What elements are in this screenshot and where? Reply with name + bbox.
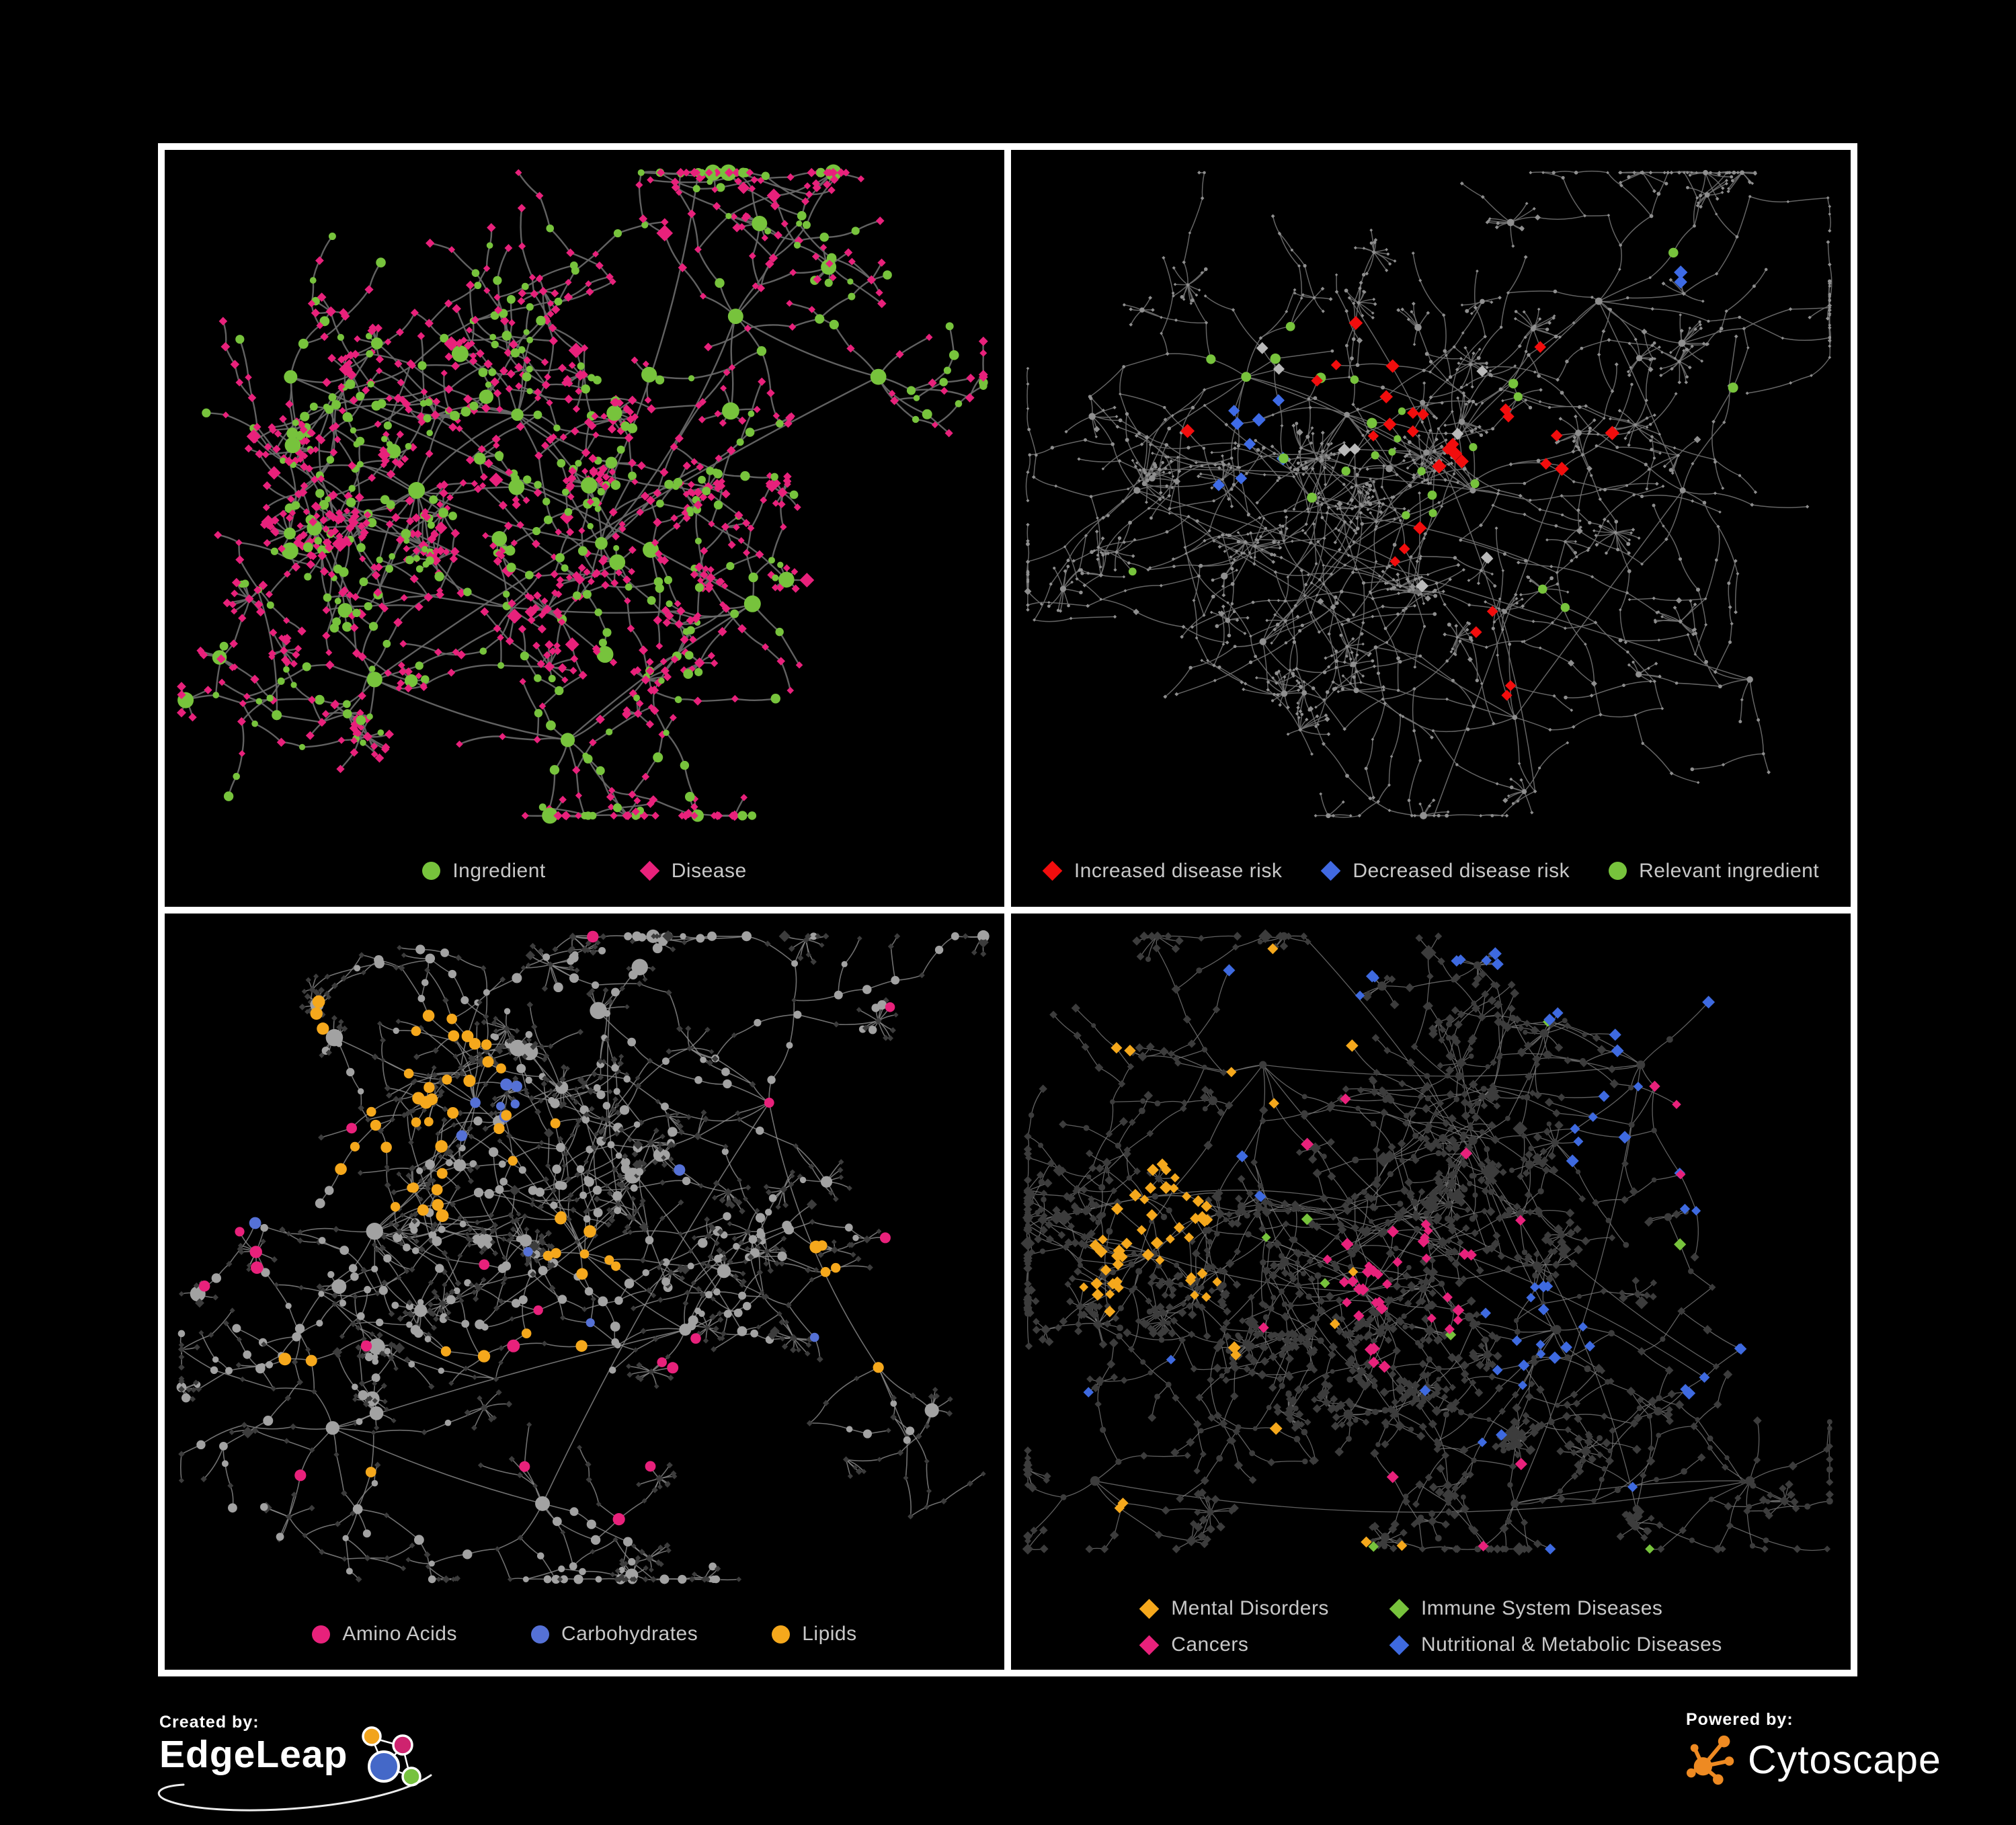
- edgeleap-wordmark: EdgeLeap: [159, 1733, 348, 1776]
- powered-by-label: Powered by:: [1686, 1710, 1793, 1729]
- panel-ingredient-classes: Amino Acids Carbohydrates Lipids: [165, 913, 1004, 1670]
- graph-highlight-nodes: [198, 930, 895, 1525]
- diamond-marker: [1139, 1635, 1160, 1655]
- graph-highlight-nodes: [1079, 942, 1747, 1555]
- legend-item-disease: Disease: [639, 859, 747, 883]
- circle-marker: [772, 1625, 791, 1644]
- legend-item-amino-acids: Amino Acids: [312, 1623, 457, 1646]
- legend-label: Carbohydrates: [561, 1623, 698, 1645]
- legend-label: Disease: [671, 859, 747, 882]
- legend-label: Amino Acids: [342, 1623, 457, 1645]
- circle-marker: [422, 862, 441, 880]
- legend-item-mental-disorders: Mental Disorders: [1139, 1597, 1329, 1620]
- diamond-marker: [639, 860, 660, 881]
- legend-item-immune-system-diseases: Immune System Diseases: [1389, 1597, 1722, 1620]
- disease-category-graph: [1020, 929, 1834, 1555]
- edgeleap-node-blue: [368, 1750, 401, 1783]
- legend-label: Cancers: [1171, 1633, 1249, 1656]
- created-by-label: Created by:: [159, 1713, 259, 1732]
- legend-item-ingredient: Ingredient: [422, 860, 545, 883]
- legend-label: Lipids: [802, 1623, 857, 1645]
- edgeleap-node-orange: [362, 1726, 382, 1746]
- ingredient-class-legend: Amino Acids Carbohydrates Lipids: [165, 1623, 1004, 1646]
- legend-label: Decreased disease risk: [1353, 859, 1570, 882]
- legend-label: Increased disease risk: [1074, 859, 1283, 882]
- graph-base-nodes: [176, 164, 988, 824]
- disease-category-legend: Mental Disorders Immune System Diseases Ca…: [1011, 1597, 1851, 1656]
- graph-base-nodes: [176, 929, 990, 1584]
- edgeleap-logo: EdgeLeap: [157, 1726, 432, 1812]
- diamond-marker: [1320, 860, 1341, 881]
- legend-item-cancers: Cancers: [1139, 1633, 1329, 1656]
- legend-item-relevant-ingredient: Relevant ingredient: [1609, 860, 1819, 883]
- ingredient-disease-legend: Ingredient Disease: [165, 860, 1004, 883]
- edgeleap-node-green: [401, 1767, 422, 1787]
- legend-item-carbohydrates: Carbohydrates: [530, 1623, 698, 1646]
- disease-risk-legend: Increased disease risk Decreased disease …: [1011, 860, 1851, 883]
- edgeleap-node-pink: [392, 1734, 414, 1756]
- edgeleap-network-icon: [362, 1726, 422, 1787]
- panel-disease-categories: Mental Disorders Immune System Diseases Ca…: [1011, 913, 1851, 1670]
- diamond-marker: [1389, 1635, 1410, 1655]
- diamond-marker: [1389, 1598, 1410, 1619]
- graph-edges: [1026, 934, 1830, 1551]
- legend-item-nutritional-metabolic-diseases: Nutritional & Metabolic Diseases: [1389, 1633, 1722, 1656]
- powered-by-block: Powered by: Cytoscape: [1686, 1710, 1941, 1787]
- ingredient-disease-graph: [176, 164, 988, 824]
- circle-marker: [312, 1625, 331, 1644]
- ingredient-class-graph: [176, 929, 990, 1584]
- diamond-marker: [1042, 860, 1063, 881]
- legend-label: Ingredient: [452, 859, 546, 882]
- legend-label: Mental Disorders: [1171, 1597, 1329, 1619]
- circle-marker: [1609, 862, 1627, 880]
- legend-label: Immune System Diseases: [1420, 1597, 1663, 1619]
- cytoscape-network-icon: [1686, 1735, 1734, 1785]
- legend-item-increased-disease-risk: Increased disease risk: [1042, 859, 1283, 883]
- legend-label: Relevant ingredient: [1639, 859, 1820, 882]
- legend-item-lipids: Lipids: [772, 1623, 856, 1646]
- disease-risk-graph: [1024, 169, 1832, 819]
- circle-marker: [530, 1625, 549, 1644]
- panel-ingredient-disease: Ingredient Disease: [165, 150, 1004, 907]
- network-figure-grid: Ingredient Disease Increased disease risk…: [158, 143, 1857, 1676]
- cytoscape-wordmark: Cytoscape: [1748, 1738, 1941, 1782]
- created-by-block: Created by: EdgeLeap: [157, 1713, 432, 1812]
- diamond-marker: [1139, 1598, 1160, 1619]
- legend-label: Nutritional & Metabolic Diseases: [1420, 1633, 1722, 1656]
- panel-disease-risk: Increased disease risk Decreased disease …: [1011, 150, 1851, 907]
- cytoscape-logo: Cytoscape: [1686, 1732, 1941, 1787]
- graph-base-nodes: [1020, 929, 1834, 1555]
- legend-item-decreased-disease-risk: Decreased disease risk: [1320, 859, 1570, 883]
